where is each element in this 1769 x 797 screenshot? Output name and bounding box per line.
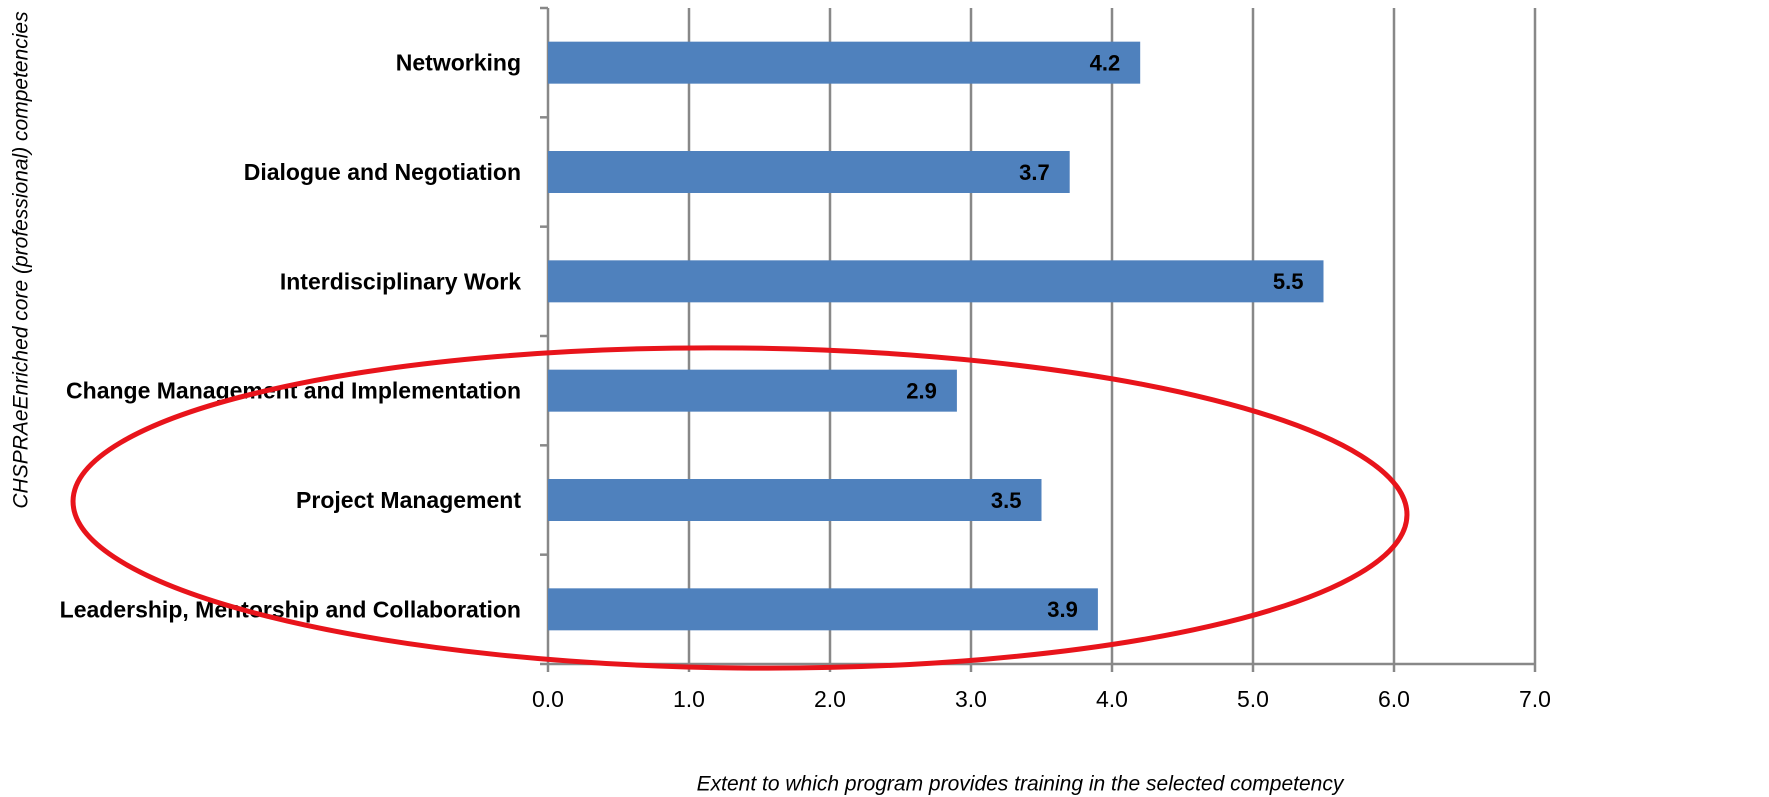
x-tick-label: 4.0 — [1096, 686, 1128, 712]
data-label: 3.5 — [991, 488, 1022, 513]
bar — [548, 260, 1324, 303]
x-tick-label: 0.0 — [532, 686, 564, 712]
data-label: 4.2 — [1090, 50, 1121, 75]
y-tick-label: Project Management — [296, 487, 521, 513]
data-label: 3.7 — [1019, 160, 1050, 185]
data-label: 3.9 — [1047, 597, 1078, 622]
bar — [548, 369, 957, 412]
bar — [548, 151, 1070, 193]
y-tick-label: Leadership, Mentorship and Collaboration — [60, 596, 521, 622]
y-tick-label: Change Management and Implementation — [66, 378, 521, 404]
y-tick-label: Networking — [396, 50, 521, 76]
x-tick-label: 3.0 — [955, 686, 987, 712]
x-tick-label: 7.0 — [1519, 686, 1551, 712]
x-tick-label: 2.0 — [814, 686, 846, 712]
bar — [548, 588, 1098, 631]
x-tick-label: 1.0 — [673, 686, 705, 712]
y-tick-label: Dialogue and Negotiation — [244, 159, 521, 185]
x-tick-label: 6.0 — [1378, 686, 1410, 712]
data-label: 5.5 — [1273, 269, 1304, 294]
y-tick-label: Interdisciplinary Work — [280, 268, 521, 294]
bar — [548, 479, 1042, 521]
data-label: 2.9 — [906, 378, 937, 403]
highlight-ellipse — [70, 345, 1410, 671]
x-axis-title: Extent to which program provides trainin… — [697, 773, 1345, 796]
y-axis-title: CHSPRAeEnriched core (professional) comp… — [10, 11, 33, 509]
x-tick-label: 5.0 — [1237, 686, 1269, 712]
bar — [548, 41, 1141, 84]
